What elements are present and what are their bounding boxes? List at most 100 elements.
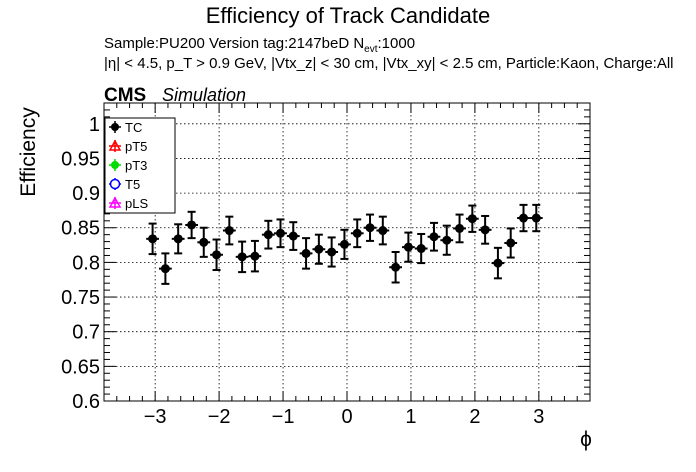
point-marker xyxy=(518,213,528,223)
legend-label: pT5 xyxy=(125,139,147,154)
data-point xyxy=(478,214,492,245)
y-tick-label: 0.7 xyxy=(72,322,100,344)
data-point xyxy=(286,221,300,251)
y-tick-label: 1 xyxy=(89,114,100,136)
point-marker xyxy=(263,230,273,240)
data-point xyxy=(274,218,287,249)
legend-marker xyxy=(111,161,119,169)
point-marker xyxy=(212,250,222,260)
data-points xyxy=(146,203,543,285)
point-marker xyxy=(224,226,234,236)
data-point xyxy=(389,251,402,284)
point-marker xyxy=(455,223,465,233)
legend-marker xyxy=(108,196,122,208)
data-point xyxy=(517,203,530,233)
grid-lines xyxy=(104,103,590,402)
point-marker xyxy=(301,248,311,258)
y-tick-label: 0.8 xyxy=(72,252,100,274)
point-marker xyxy=(339,239,349,249)
data-point xyxy=(312,233,326,265)
y-tick-label: 0.9 xyxy=(72,183,100,205)
info-line-1: Sample:PU200 Version tag:2147beD Nevt:10… xyxy=(104,35,415,55)
point-marker xyxy=(327,247,337,257)
legend-marker xyxy=(111,123,119,131)
legend: TC pT5 pT3 T5 pLS xyxy=(104,117,176,214)
data-point xyxy=(504,227,518,259)
point-marker xyxy=(173,234,183,244)
data-point xyxy=(338,228,351,260)
point-marker xyxy=(467,214,477,224)
data-point xyxy=(299,237,313,270)
x-tick-label: −1 xyxy=(272,406,295,428)
x-tick-label: 3 xyxy=(533,406,544,428)
point-marker xyxy=(493,258,503,268)
y-tick-label: 0.75 xyxy=(61,287,100,309)
legend-label: pLS xyxy=(125,196,148,211)
cms-label: CMS xyxy=(104,85,146,106)
data-point xyxy=(158,252,172,285)
data-point xyxy=(453,213,466,244)
point-marker xyxy=(237,252,247,262)
x-tick-label: 2 xyxy=(469,406,480,428)
point-marker xyxy=(314,244,324,254)
legend-label: T5 xyxy=(125,177,140,192)
point-marker xyxy=(416,244,426,254)
data-point xyxy=(171,223,185,255)
x-tick-label: 1 xyxy=(405,406,416,428)
legend-label: pT3 xyxy=(125,158,147,173)
y-tick-label: 0.65 xyxy=(61,356,100,378)
data-point xyxy=(491,246,505,280)
x-axis-label: ϕ xyxy=(580,428,592,451)
y-axis-label: Efficiency xyxy=(17,107,40,197)
data-point xyxy=(185,210,199,240)
chart-title: Efficiency of Track Candidate xyxy=(206,3,491,28)
legend-marker xyxy=(108,139,122,151)
point-marker xyxy=(199,237,209,247)
data-point xyxy=(414,232,428,265)
point-marker xyxy=(391,262,401,272)
point-marker xyxy=(365,223,375,233)
point-marker xyxy=(160,264,170,274)
point-marker xyxy=(250,251,260,261)
point-marker xyxy=(480,225,490,235)
point-marker xyxy=(352,228,362,238)
point-marker xyxy=(275,228,285,238)
data-point xyxy=(376,215,390,246)
point-marker xyxy=(403,242,413,252)
y-tick-label: 0.6 xyxy=(72,391,100,413)
data-point xyxy=(350,218,364,249)
point-marker xyxy=(187,220,197,230)
simulation-label: Simulation xyxy=(162,85,246,105)
data-point xyxy=(325,236,339,268)
point-marker xyxy=(531,213,541,223)
data-point xyxy=(235,240,249,274)
data-point xyxy=(146,222,159,256)
point-marker xyxy=(442,235,452,245)
data-point xyxy=(529,203,543,233)
point-marker xyxy=(506,238,516,248)
data-point xyxy=(248,239,262,273)
data-point xyxy=(401,231,415,263)
point-marker xyxy=(288,231,298,241)
x-tick-label: 0 xyxy=(341,406,352,428)
data-point xyxy=(427,221,441,252)
data-point xyxy=(465,204,479,233)
data-point xyxy=(197,226,211,258)
legend-label: TC xyxy=(125,120,142,135)
data-point xyxy=(363,213,377,242)
x-tick-label: −2 xyxy=(208,406,231,428)
y-tick-label: 0.95 xyxy=(61,148,100,170)
data-point xyxy=(222,215,236,246)
point-marker xyxy=(148,234,158,244)
x-tick-label: −3 xyxy=(144,406,167,428)
legend-box xyxy=(104,117,176,214)
info-line-2: |η| < 4.5, p_T > 0.9 GeV, |Vtx_z| < 30 c… xyxy=(104,55,674,72)
y-tick-label: 0.85 xyxy=(61,218,100,240)
data-point xyxy=(440,224,454,256)
data-point xyxy=(210,238,223,272)
point-marker xyxy=(378,226,388,236)
data-point xyxy=(261,219,275,250)
point-marker xyxy=(429,232,439,242)
legend-marker xyxy=(109,178,121,190)
